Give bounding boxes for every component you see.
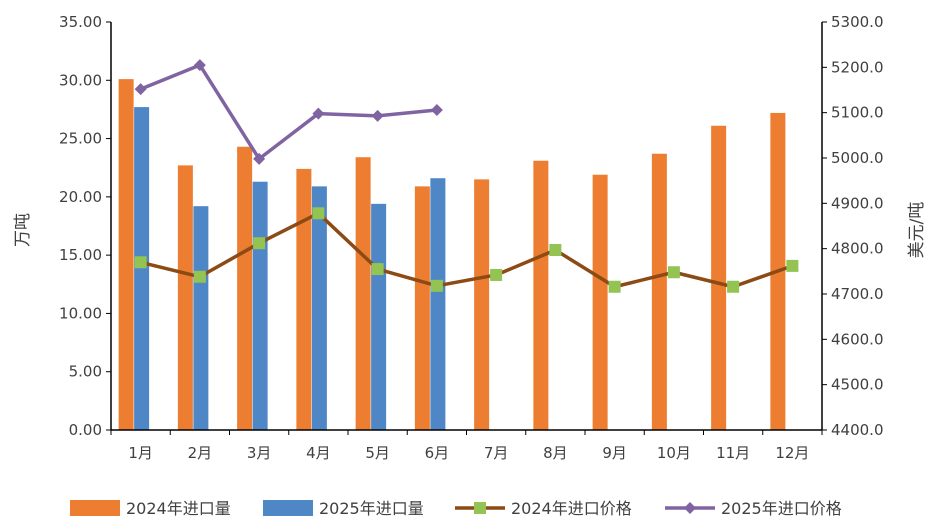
bar-2025年进口量-1月 bbox=[134, 107, 150, 431]
left-tick-label: 30.00 bbox=[59, 71, 102, 89]
bar-2024年进口量-9月 bbox=[592, 174, 608, 430]
bar-2024年进口量-11月 bbox=[711, 125, 727, 431]
legend-label-2025年进口价格: 2025年进口价格 bbox=[721, 499, 842, 518]
bar-2025年进口量-6月 bbox=[430, 178, 446, 430]
bar-2024年进口量-5月 bbox=[355, 157, 371, 431]
right-tick-label: 5200.0 bbox=[831, 58, 884, 76]
x-tick-label: 6月 bbox=[425, 444, 450, 462]
right-tick-label: 4500.0 bbox=[831, 376, 884, 394]
bar-2024年进口量-3月 bbox=[237, 146, 253, 430]
bar-2024年进口量-2月 bbox=[177, 165, 193, 430]
point-2025年进口价格-6月 bbox=[430, 103, 443, 116]
left-tick-label: 20.00 bbox=[59, 188, 102, 206]
x-tick-label: 5月 bbox=[365, 444, 390, 462]
point-2025年进口价格-1月 bbox=[134, 83, 147, 96]
right-tick-label: 4600.0 bbox=[831, 330, 884, 348]
x-tick-label: 2月 bbox=[188, 444, 213, 462]
point-2024年进口价格-4月 bbox=[312, 207, 325, 220]
x-tick-label: 12月 bbox=[775, 444, 809, 462]
point-2024年进口价格-5月 bbox=[371, 263, 384, 276]
point-2025年进口价格-4月 bbox=[312, 107, 325, 120]
legend-marker-2024年进口价格 bbox=[474, 502, 486, 514]
left-tick-label: 35.00 bbox=[59, 13, 102, 31]
right-tick-label: 4400.0 bbox=[831, 421, 884, 439]
legend-swatch-2024年进口量 bbox=[70, 500, 120, 516]
legend: 2024年进口量 2025年进口量 2024年进口价格 2025年进口价格 bbox=[70, 499, 842, 518]
right-tick-label: 5100.0 bbox=[831, 104, 884, 122]
x-tick-label: 4月 bbox=[306, 444, 331, 462]
x-tick-label: 3月 bbox=[247, 444, 272, 462]
right-axis-title: 美元/吨 bbox=[907, 202, 927, 259]
x-tick-label: 10月 bbox=[657, 444, 691, 462]
line-2025年进口价格 bbox=[139, 63, 438, 161]
right-tick-label: 5000.0 bbox=[831, 149, 884, 167]
point-2024年进口价格-7月 bbox=[490, 268, 503, 281]
point-2024年进口价格-6月 bbox=[430, 279, 443, 292]
legend-label-2024年进口价格: 2024年进口价格 bbox=[511, 499, 632, 518]
x-tick-label: 9月 bbox=[602, 444, 627, 462]
bar-2024年进口量-1月 bbox=[118, 79, 134, 431]
left-axis-title: 万吨 bbox=[13, 213, 33, 247]
bar-2025年进口量-3月 bbox=[252, 181, 268, 430]
point-2024年进口价格-9月 bbox=[608, 280, 621, 293]
legend-label-2024年进口量: 2024年进口量 bbox=[126, 499, 231, 518]
right-tick-label: 4700.0 bbox=[831, 285, 884, 303]
legend-swatch-2025年进口量 bbox=[263, 500, 313, 516]
point-2024年进口价格-10月 bbox=[667, 266, 680, 279]
point-2024年进口价格-12月 bbox=[786, 259, 799, 272]
point-2024年进口价格-3月 bbox=[253, 237, 266, 250]
right-tick-label: 4800.0 bbox=[831, 240, 884, 258]
right-tick-label: 4900.0 bbox=[831, 194, 884, 212]
bar-2025年进口量-5月 bbox=[371, 203, 387, 430]
left-tick-label: 0.00 bbox=[69, 421, 102, 439]
x-tick-label: 7月 bbox=[484, 444, 509, 462]
x-tick-label: 1月 bbox=[128, 444, 153, 462]
bar-2025年进口量-4月 bbox=[311, 186, 327, 430]
bar-2024年进口量-4月 bbox=[296, 168, 312, 430]
point-2025年进口价格-5月 bbox=[371, 109, 384, 122]
legend-marker-2025年进口价格 bbox=[684, 502, 696, 514]
point-2024年进口价格-2月 bbox=[193, 270, 206, 283]
x-tick-label: 8月 bbox=[543, 444, 568, 462]
bar-2025年进口量-2月 bbox=[193, 206, 209, 430]
x-tick-label: 11月 bbox=[716, 444, 750, 462]
legend-label-2025年进口量: 2025年进口量 bbox=[319, 499, 424, 518]
right-tick-label: 5300.0 bbox=[831, 13, 884, 31]
bar-2024年进口量-10月 bbox=[651, 153, 667, 430]
left-tick-label: 25.00 bbox=[59, 130, 102, 148]
line-2024年进口价格 bbox=[140, 211, 793, 289]
left-tick-label: 5.00 bbox=[69, 363, 102, 381]
left-tick-label: 10.00 bbox=[59, 304, 102, 322]
point-2025年进口价格-3月 bbox=[253, 152, 266, 165]
bar-2024年进口量-6月 bbox=[414, 186, 430, 430]
bar-2024年进口量-7月 bbox=[474, 179, 490, 430]
point-2024年进口价格-11月 bbox=[727, 280, 740, 293]
left-tick-label: 15.00 bbox=[59, 246, 102, 264]
point-2024年进口价格-8月 bbox=[549, 244, 562, 257]
bar-2024年进口量-8月 bbox=[533, 160, 549, 430]
point-2025年进口价格-2月 bbox=[193, 59, 206, 72]
point-2024年进口价格-1月 bbox=[134, 256, 147, 269]
